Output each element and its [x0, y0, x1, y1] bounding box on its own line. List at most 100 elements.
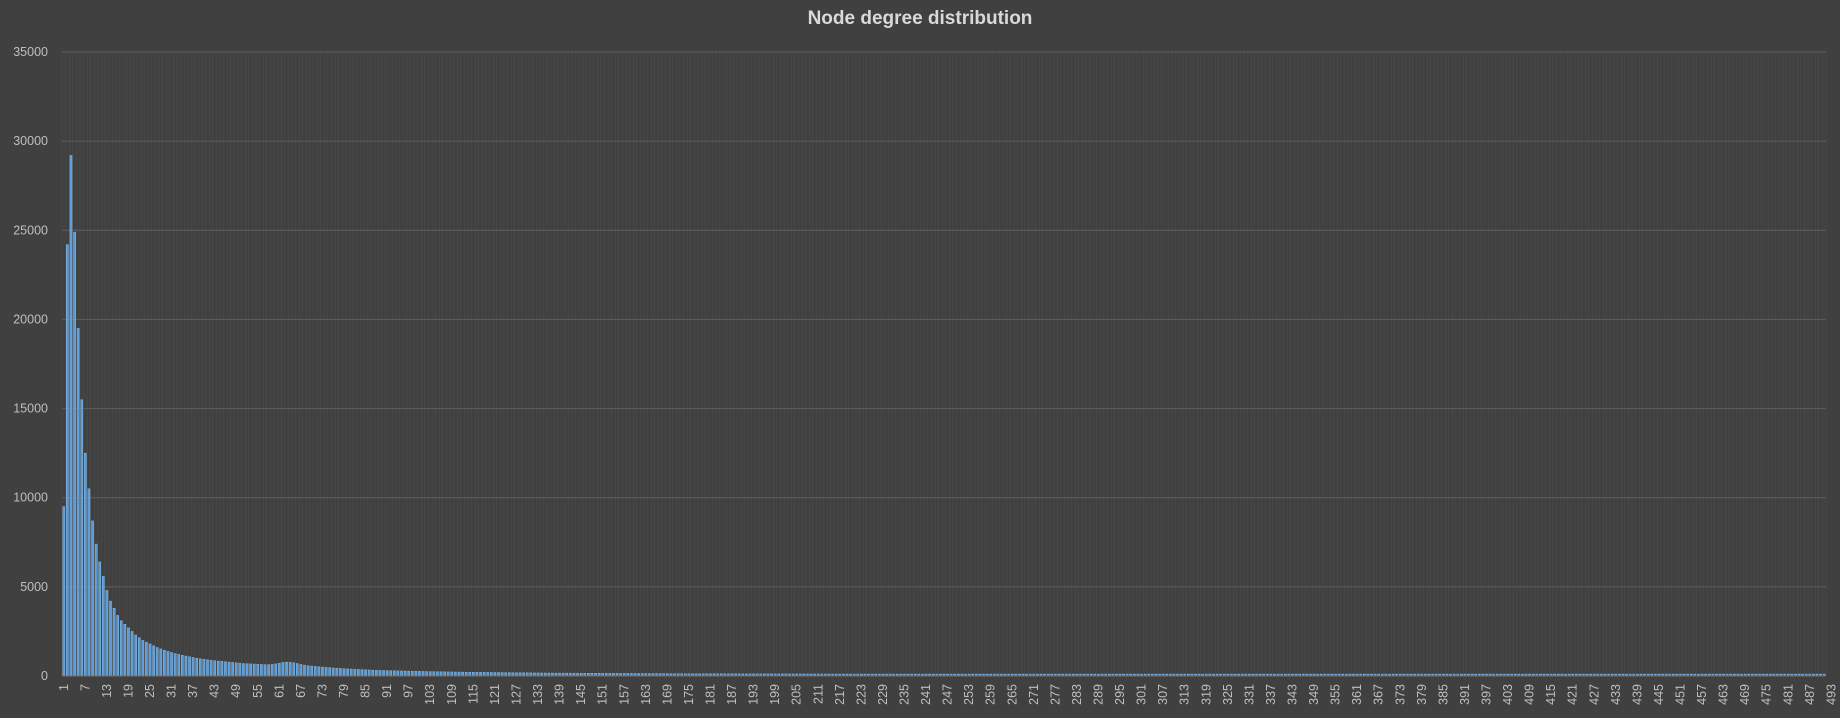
- bar: [234, 662, 238, 677]
- bar: [328, 667, 331, 677]
- bar: [436, 671, 439, 677]
- bar: [62, 506, 66, 677]
- x-tick-label: 343: [1285, 684, 1299, 705]
- bar: [148, 643, 152, 677]
- bar: [357, 669, 360, 677]
- x-tick-label: 379: [1415, 684, 1429, 705]
- bar: [181, 655, 184, 677]
- bar: [314, 666, 317, 677]
- x-tick-label: 151: [596, 684, 610, 705]
- bar: [170, 652, 173, 677]
- x-tick-label: 367: [1372, 684, 1386, 705]
- x-tick-label: 133: [531, 684, 545, 705]
- bar: [199, 658, 202, 677]
- x-tick-label: 445: [1652, 684, 1666, 705]
- x-tick-label: 61: [272, 684, 286, 698]
- bar: [209, 660, 213, 677]
- bar: [163, 649, 166, 677]
- bar: [94, 543, 98, 677]
- y-axis-ticks: 0 5000 10000 15000 20000 25000 30000 35000: [13, 45, 48, 683]
- x-tick-label: 493: [1824, 684, 1838, 705]
- bar: [371, 669, 375, 677]
- bar: [238, 662, 242, 677]
- bar: [281, 662, 285, 677]
- bar: [324, 667, 328, 677]
- bar: [191, 657, 195, 677]
- x-tick-label: 427: [1587, 684, 1601, 705]
- bar: [353, 669, 357, 677]
- x-tick-label: 73: [315, 684, 329, 698]
- bar: [407, 670, 410, 677]
- x-tick-label: 487: [1803, 684, 1817, 705]
- bar: [493, 672, 497, 677]
- x-tick-label: 199: [768, 684, 782, 705]
- bar: [339, 668, 342, 677]
- bar: [375, 670, 378, 677]
- x-tick-label: 373: [1393, 684, 1407, 705]
- grid-layer: [61, 51, 1827, 677]
- x-tick-label: 91: [380, 684, 394, 698]
- bar: [127, 627, 130, 677]
- y-tick-label: 30000: [13, 134, 48, 148]
- x-tick-label: 319: [1199, 684, 1213, 705]
- bar: [414, 671, 418, 677]
- bar: [443, 671, 446, 677]
- bar: [206, 659, 209, 677]
- bar: [504, 672, 507, 677]
- bar: [288, 662, 292, 677]
- x-tick-label: 97: [402, 684, 416, 698]
- bar: [112, 608, 116, 677]
- x-tick-label: 277: [1048, 684, 1062, 705]
- bar: [500, 672, 504, 677]
- bar: [98, 561, 102, 677]
- bar: [403, 670, 407, 677]
- x-tick-label: 7: [78, 684, 92, 691]
- bar: [159, 648, 163, 677]
- bar: [245, 663, 249, 677]
- x-tick-label: 169: [660, 684, 674, 705]
- bar: [508, 672, 511, 677]
- x-tick-label: 397: [1479, 684, 1493, 705]
- bar: [385, 670, 389, 677]
- bar: [224, 661, 227, 677]
- bar: [263, 664, 267, 677]
- x-tick-label: 241: [919, 684, 933, 705]
- x-tick-label: 79: [337, 684, 351, 698]
- bar: [468, 672, 472, 677]
- bar: [421, 671, 425, 677]
- x-tick-label: 433: [1609, 684, 1623, 705]
- bar: [310, 665, 313, 677]
- bar: [116, 615, 119, 677]
- bar: [346, 668, 349, 677]
- bar: [400, 670, 403, 677]
- x-tick-label: 331: [1242, 684, 1256, 705]
- bar: [360, 669, 364, 677]
- bar: [188, 656, 191, 677]
- x-tick-label: 193: [747, 684, 761, 705]
- x-tick-label: 463: [1717, 684, 1731, 705]
- x-tick-label: 481: [1781, 684, 1795, 705]
- x-tick-label: 391: [1458, 684, 1472, 705]
- y-tick-label: 10000: [13, 491, 48, 505]
- bar: [84, 452, 87, 677]
- x-tick-label: 211: [811, 684, 825, 704]
- x-tick-label: 313: [1178, 684, 1192, 705]
- x-tick-label: 157: [617, 684, 631, 705]
- bar: [393, 670, 396, 677]
- x-tick-label: 235: [897, 684, 911, 705]
- x-tick-label: 385: [1436, 684, 1450, 705]
- bar: [335, 667, 339, 677]
- bar: [102, 575, 105, 677]
- bar: [87, 488, 91, 677]
- bar: [231, 662, 234, 677]
- x-tick-label: 283: [1070, 684, 1084, 705]
- bar: [242, 663, 245, 677]
- bar: [137, 637, 141, 677]
- bar: [109, 600, 112, 677]
- bar: [217, 660, 220, 677]
- bar: [213, 660, 216, 677]
- x-tick-label: 187: [725, 684, 739, 705]
- bar: [511, 672, 515, 677]
- bar: [378, 670, 382, 677]
